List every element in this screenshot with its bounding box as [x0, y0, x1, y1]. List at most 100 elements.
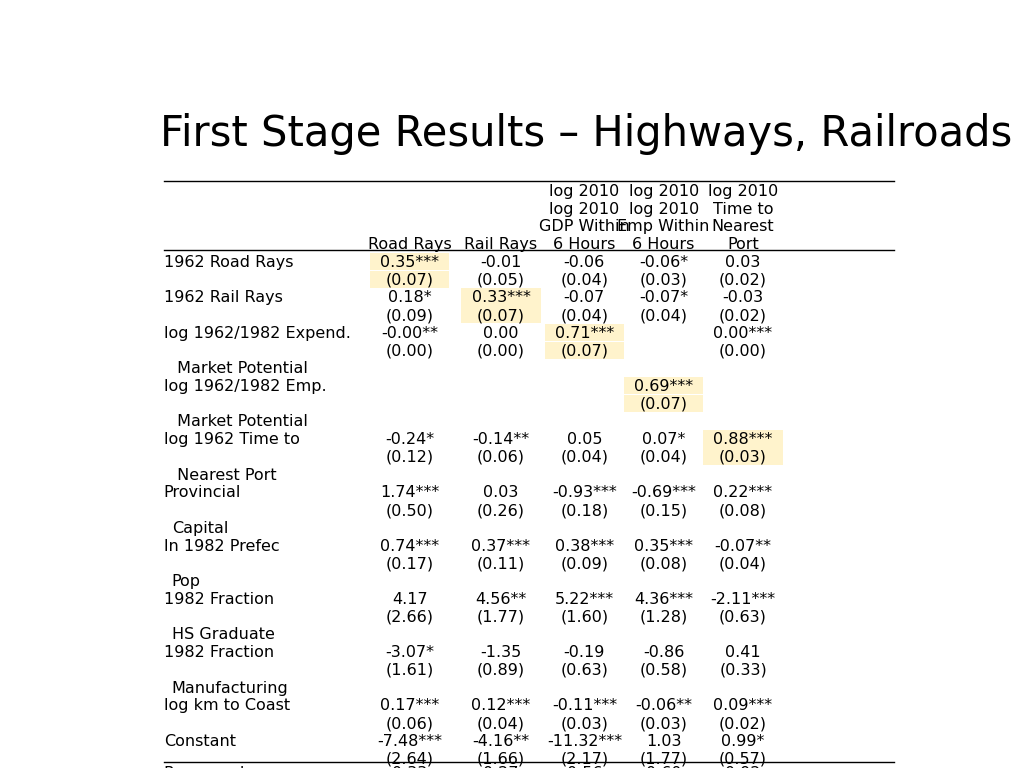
Text: 0.74***: 0.74*** [380, 538, 439, 554]
Text: log 2010: log 2010 [629, 201, 698, 217]
Text: (0.02): (0.02) [719, 308, 767, 323]
Text: (0.04): (0.04) [477, 716, 525, 731]
Text: Pop: Pop [172, 574, 201, 589]
Text: -0.06: -0.06 [563, 255, 605, 270]
Text: (0.02): (0.02) [719, 273, 767, 287]
Text: (2.64): (2.64) [386, 752, 434, 766]
Text: (2.66): (2.66) [386, 610, 434, 624]
Text: -0.00**: -0.00** [381, 326, 438, 341]
Text: 6 Hours: 6 Hours [553, 237, 615, 252]
Bar [703, 430, 782, 448]
Text: 0.12***: 0.12*** [471, 698, 530, 713]
Text: (0.07): (0.07) [477, 308, 525, 323]
Text: 0.35***: 0.35*** [634, 538, 693, 554]
Text: (0.08): (0.08) [640, 556, 688, 571]
Text: 0.07*: 0.07* [642, 432, 685, 447]
Text: log 2010: log 2010 [549, 201, 620, 217]
Text: (0.03): (0.03) [640, 716, 688, 731]
Bar [545, 342, 624, 359]
Text: (0.04): (0.04) [640, 450, 688, 465]
Text: -0.19: -0.19 [563, 645, 605, 660]
Text: (0.03): (0.03) [719, 450, 767, 465]
Text: 0.33***: 0.33*** [472, 290, 530, 305]
Text: 0.22***: 0.22*** [714, 485, 772, 501]
Text: (0.00): (0.00) [719, 343, 767, 359]
Text: Rail Rays: Rail Rays [465, 237, 538, 252]
Text: -2.11***: -2.11*** [711, 592, 775, 607]
Text: -0.86: -0.86 [643, 645, 684, 660]
Text: 0.18*: 0.18* [388, 290, 431, 305]
Text: (1.28): (1.28) [640, 610, 688, 624]
Text: 0.92: 0.92 [725, 766, 761, 768]
Text: -1.35: -1.35 [480, 645, 521, 660]
Text: (0.50): (0.50) [386, 503, 434, 518]
Text: 0.88***: 0.88*** [714, 432, 773, 447]
Text: log km to Coast: log km to Coast [164, 698, 290, 713]
Text: (0.06): (0.06) [477, 450, 525, 465]
Text: (0.15): (0.15) [640, 503, 688, 518]
Text: ln 1982 Prefec: ln 1982 Prefec [164, 538, 280, 554]
Text: 0.09***: 0.09*** [714, 698, 772, 713]
Text: 0.37***: 0.37*** [471, 538, 530, 554]
Text: (0.05): (0.05) [477, 273, 525, 287]
Text: -0.11***: -0.11*** [552, 698, 616, 713]
Bar [370, 271, 450, 288]
Text: -0.06*: -0.06* [639, 255, 688, 270]
Text: (0.89): (0.89) [477, 663, 525, 678]
Text: log 2010: log 2010 [708, 184, 778, 199]
Text: Manufacturing: Manufacturing [172, 680, 289, 696]
Text: 0.03: 0.03 [725, 255, 761, 270]
Text: 6 Hours: 6 Hours [633, 237, 695, 252]
Text: (0.07): (0.07) [386, 273, 434, 287]
Text: (0.08): (0.08) [719, 503, 767, 518]
Text: 0.41: 0.41 [725, 645, 761, 660]
Text: (0.03): (0.03) [560, 716, 608, 731]
Text: -0.06**: -0.06** [635, 698, 692, 713]
Bar [461, 306, 541, 323]
Text: -0.07: -0.07 [563, 290, 605, 305]
Text: (0.11): (0.11) [477, 556, 525, 571]
Text: -0.93***: -0.93*** [552, 485, 616, 501]
Text: (2.17): (2.17) [560, 752, 608, 766]
Text: 4.56**: 4.56** [475, 592, 526, 607]
Text: -0.69***: -0.69*** [631, 485, 696, 501]
Text: log 1962 Time to: log 1962 Time to [164, 432, 300, 447]
Text: 0.60: 0.60 [646, 766, 681, 768]
Text: log 2010: log 2010 [549, 184, 620, 199]
Text: (0.57): (0.57) [719, 752, 767, 766]
Text: 0.38***: 0.38*** [555, 538, 613, 554]
Text: -3.07*: -3.07* [385, 645, 434, 660]
Bar [703, 449, 782, 465]
Text: 0.69***: 0.69*** [634, 379, 693, 394]
Text: log 2010: log 2010 [629, 184, 698, 199]
Text: (1.61): (1.61) [386, 663, 434, 678]
Text: Time to: Time to [713, 201, 773, 217]
Text: Market Potential: Market Potential [172, 361, 307, 376]
Text: Port: Port [727, 237, 759, 252]
Text: (0.58): (0.58) [640, 663, 688, 678]
Text: 0.35***: 0.35*** [380, 255, 439, 270]
Text: 0.00: 0.00 [483, 326, 519, 341]
Text: log 1962/1982 Emp.: log 1962/1982 Emp. [164, 379, 327, 394]
Text: 1982 Fraction: 1982 Fraction [164, 592, 273, 607]
Text: 0.03: 0.03 [483, 485, 519, 501]
Text: (0.17): (0.17) [386, 556, 434, 571]
Text: Nearest Port: Nearest Port [172, 468, 276, 482]
Bar [370, 253, 450, 270]
Text: -11.32***: -11.32*** [547, 733, 622, 749]
Text: (1.77): (1.77) [477, 610, 525, 624]
Text: 0.00***: 0.00*** [714, 326, 772, 341]
Bar [461, 289, 541, 306]
Text: (0.07): (0.07) [640, 397, 688, 412]
Text: (0.09): (0.09) [386, 308, 434, 323]
Text: (0.03): (0.03) [640, 273, 688, 287]
Text: (0.00): (0.00) [477, 343, 525, 359]
Text: 0.71***: 0.71*** [555, 326, 614, 341]
Text: R-squared: R-squared [164, 766, 245, 768]
Text: Constant: Constant [164, 733, 236, 749]
Text: 0.05: 0.05 [566, 432, 602, 447]
Text: (1.66): (1.66) [477, 752, 525, 766]
Text: (0.00): (0.00) [386, 343, 434, 359]
Bar [545, 324, 624, 341]
Text: (0.06): (0.06) [386, 716, 434, 731]
